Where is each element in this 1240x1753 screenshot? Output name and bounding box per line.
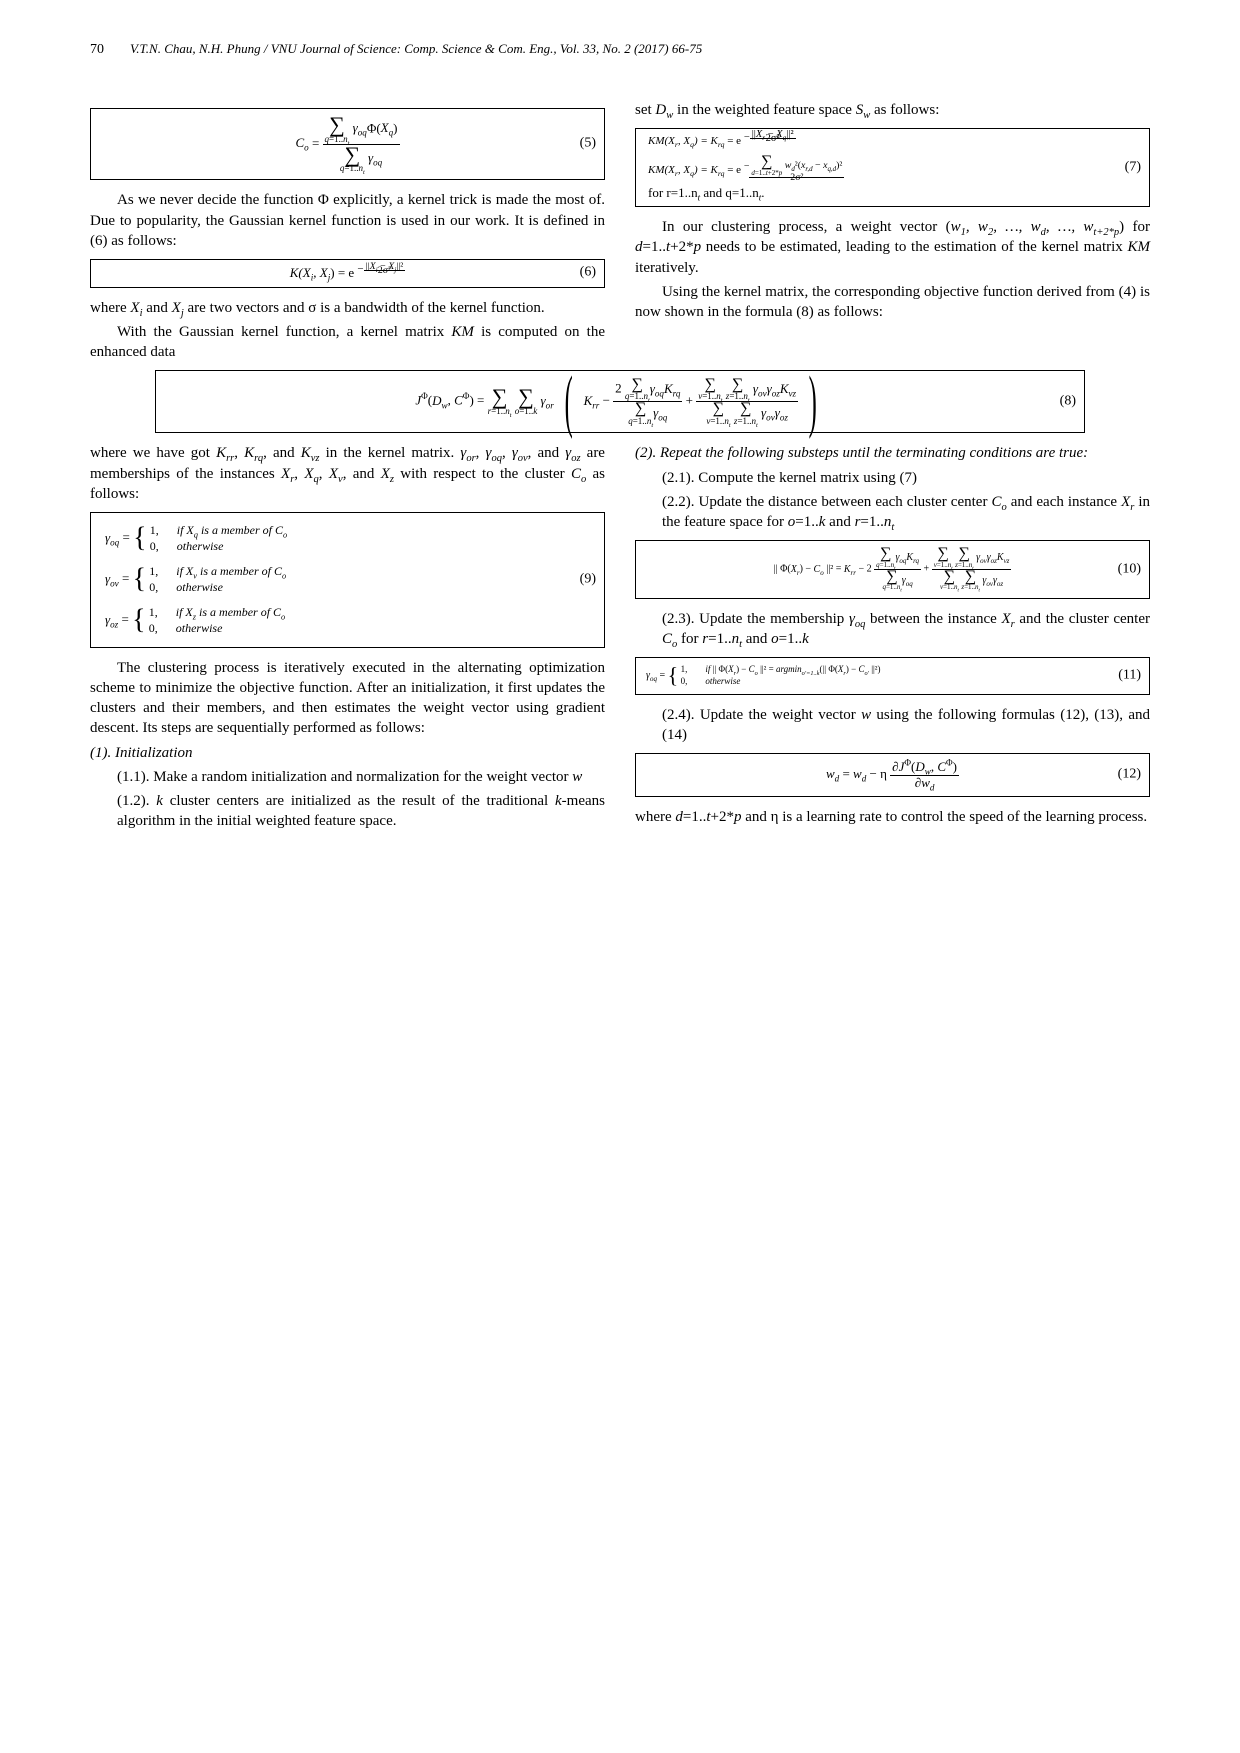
- para-6: Using the kernel matrix, the correspondi…: [635, 282, 1150, 323]
- equation-12: wd = wd − η ∂JΦ(Dw, CΦ) ∂wd (12): [635, 753, 1150, 797]
- equation-8: JΦ(Dw, CΦ) = ∑r=1..nt ∑o=1..k γor ( Krr …: [155, 370, 1085, 433]
- eq7-number: (7): [1125, 158, 1141, 177]
- eq10-content: || Φ(Xr) − Co ||² = Krr − 2 ∑q=1..ntγoqK…: [642, 547, 1143, 592]
- eq10-number: (10): [1118, 560, 1141, 579]
- step-2-4: (2.4). Update the weight vector w using …: [635, 705, 1150, 746]
- para-1: As we never decide the function Φ explic…: [90, 190, 605, 251]
- equation-6: K(Xi, Xj) = e − ||Xi − Xj||² 2σ² (6): [90, 259, 605, 287]
- para-5: In our clustering process, a weight vect…: [635, 217, 1150, 278]
- step-2-3: (2.3). Update the membership γoq between…: [635, 609, 1150, 650]
- running-header: 70 V.T.N. Chau, N.H. Phung / VNU Journal…: [90, 40, 1150, 60]
- eq11-number: (11): [1118, 667, 1141, 686]
- equation-10: || Φ(Xr) − Co ||² = Krr − 2 ∑q=1..ntγoqK…: [635, 540, 1150, 599]
- para-3: With the Gaussian kernel function, a ker…: [90, 322, 605, 363]
- eq6-content: K(Xi, Xj) = e − ||Xi − Xj||² 2σ²: [97, 266, 598, 280]
- equation-7: KM(Xr, Xq) = Krq = e −||Xr − Xq||²2σ² KM…: [635, 128, 1150, 207]
- eq9-content: γoq = { 1,if Xq is a member of Co 0,othe…: [97, 519, 598, 641]
- equation-5: Co = ∑q=1..nt γoqΦ(Xq) ∑q=1..nt γoq (5): [90, 108, 605, 181]
- step-2-2: (2.2). Update the distance between each …: [635, 492, 1150, 533]
- equation-9: γoq = { 1,if Xq is a member of Co 0,othe…: [90, 512, 605, 648]
- para-8: The clustering process is iteratively ex…: [90, 658, 605, 739]
- eq11-content: γoq = { 1,if || Φ(Xr) − Co ||² = argmino…: [642, 664, 1143, 687]
- eq12-number: (12): [1118, 766, 1141, 785]
- eq8-number: (8): [1060, 392, 1076, 411]
- eq5-content: Co = ∑q=1..nt γoqΦ(Xq) ∑q=1..nt γoq: [97, 115, 598, 174]
- eq12-content: wd = wd − η ∂JΦ(Dw, CΦ) ∂wd: [642, 760, 1143, 790]
- step-2-heading: (2). Repeat the following substeps until…: [635, 443, 1150, 463]
- step-1-2: (1.2). k cluster centers are initialized…: [90, 791, 605, 832]
- para-2: where Xi and Xj are two vectors and σ is…: [90, 298, 605, 318]
- header-title: V.T.N. Chau, N.H. Phung / VNU Journal of…: [130, 40, 1150, 58]
- para-9: where d=1..t+2*p and η is a learning rat…: [635, 807, 1150, 827]
- eq7-content: KM(Xr, Xq) = Krq = e −||Xr − Xq||²2σ² KM…: [642, 135, 1143, 200]
- page-number: 70: [90, 41, 130, 60]
- step-1-heading: (1). Initialization: [90, 743, 605, 763]
- step-1-1: (1.1). Make a random initialization and …: [90, 767, 605, 787]
- para-7: where we have got Krr, Krq, and Kvz in t…: [90, 443, 605, 504]
- eq8-content: JΦ(Dw, CΦ) = ∑r=1..nt ∑o=1..k γor ( Krr …: [162, 377, 1078, 426]
- equation-11: γoq = { 1,if || Φ(Xr) − Co ||² = argmino…: [635, 657, 1150, 694]
- eq9-number: (9): [580, 570, 596, 589]
- step-2-1: (2.1). Compute the kernel matrix using (…: [635, 468, 1150, 488]
- para-4: set Dw in the weighted feature space Sw …: [635, 100, 1150, 120]
- content-columns-2: where we have got Krr, Krq, and Kvz in t…: [90, 443, 1150, 833]
- eq5-number: (5): [580, 135, 596, 154]
- eq6-number: (6): [580, 264, 596, 283]
- content-columns: Co = ∑q=1..nt γoqΦ(Xq) ∑q=1..nt γoq (5) …: [90, 100, 1150, 362]
